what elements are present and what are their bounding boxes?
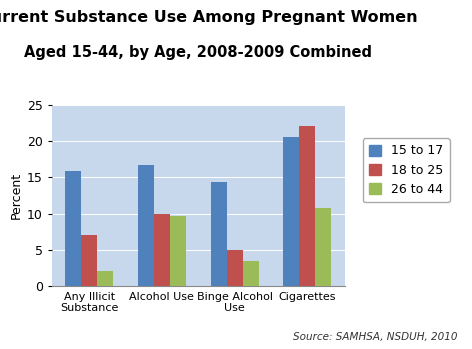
Bar xyxy=(65,171,81,286)
Text: Source: SAMHSA, NSDUH, 2010: Source: SAMHSA, NSDUH, 2010 xyxy=(293,332,458,342)
Bar xyxy=(97,271,113,286)
Bar xyxy=(299,126,315,286)
Bar xyxy=(154,214,170,286)
Bar xyxy=(81,235,97,286)
Text: Aged 15-44, by Age, 2008-2009 Combined: Aged 15-44, by Age, 2008-2009 Combined xyxy=(24,45,372,60)
Bar xyxy=(227,250,243,286)
Bar xyxy=(170,216,186,286)
Bar xyxy=(283,137,299,286)
Bar xyxy=(138,165,154,286)
Bar xyxy=(243,261,259,286)
Bar xyxy=(315,208,331,286)
Text: Current Substance Use Among Pregnant Women: Current Substance Use Among Pregnant Wom… xyxy=(0,10,418,25)
Y-axis label: Percent: Percent xyxy=(10,172,23,219)
Legend: 15 to 17, 18 to 25, 26 to 44: 15 to 17, 18 to 25, 26 to 44 xyxy=(362,138,450,202)
Bar xyxy=(211,181,227,286)
